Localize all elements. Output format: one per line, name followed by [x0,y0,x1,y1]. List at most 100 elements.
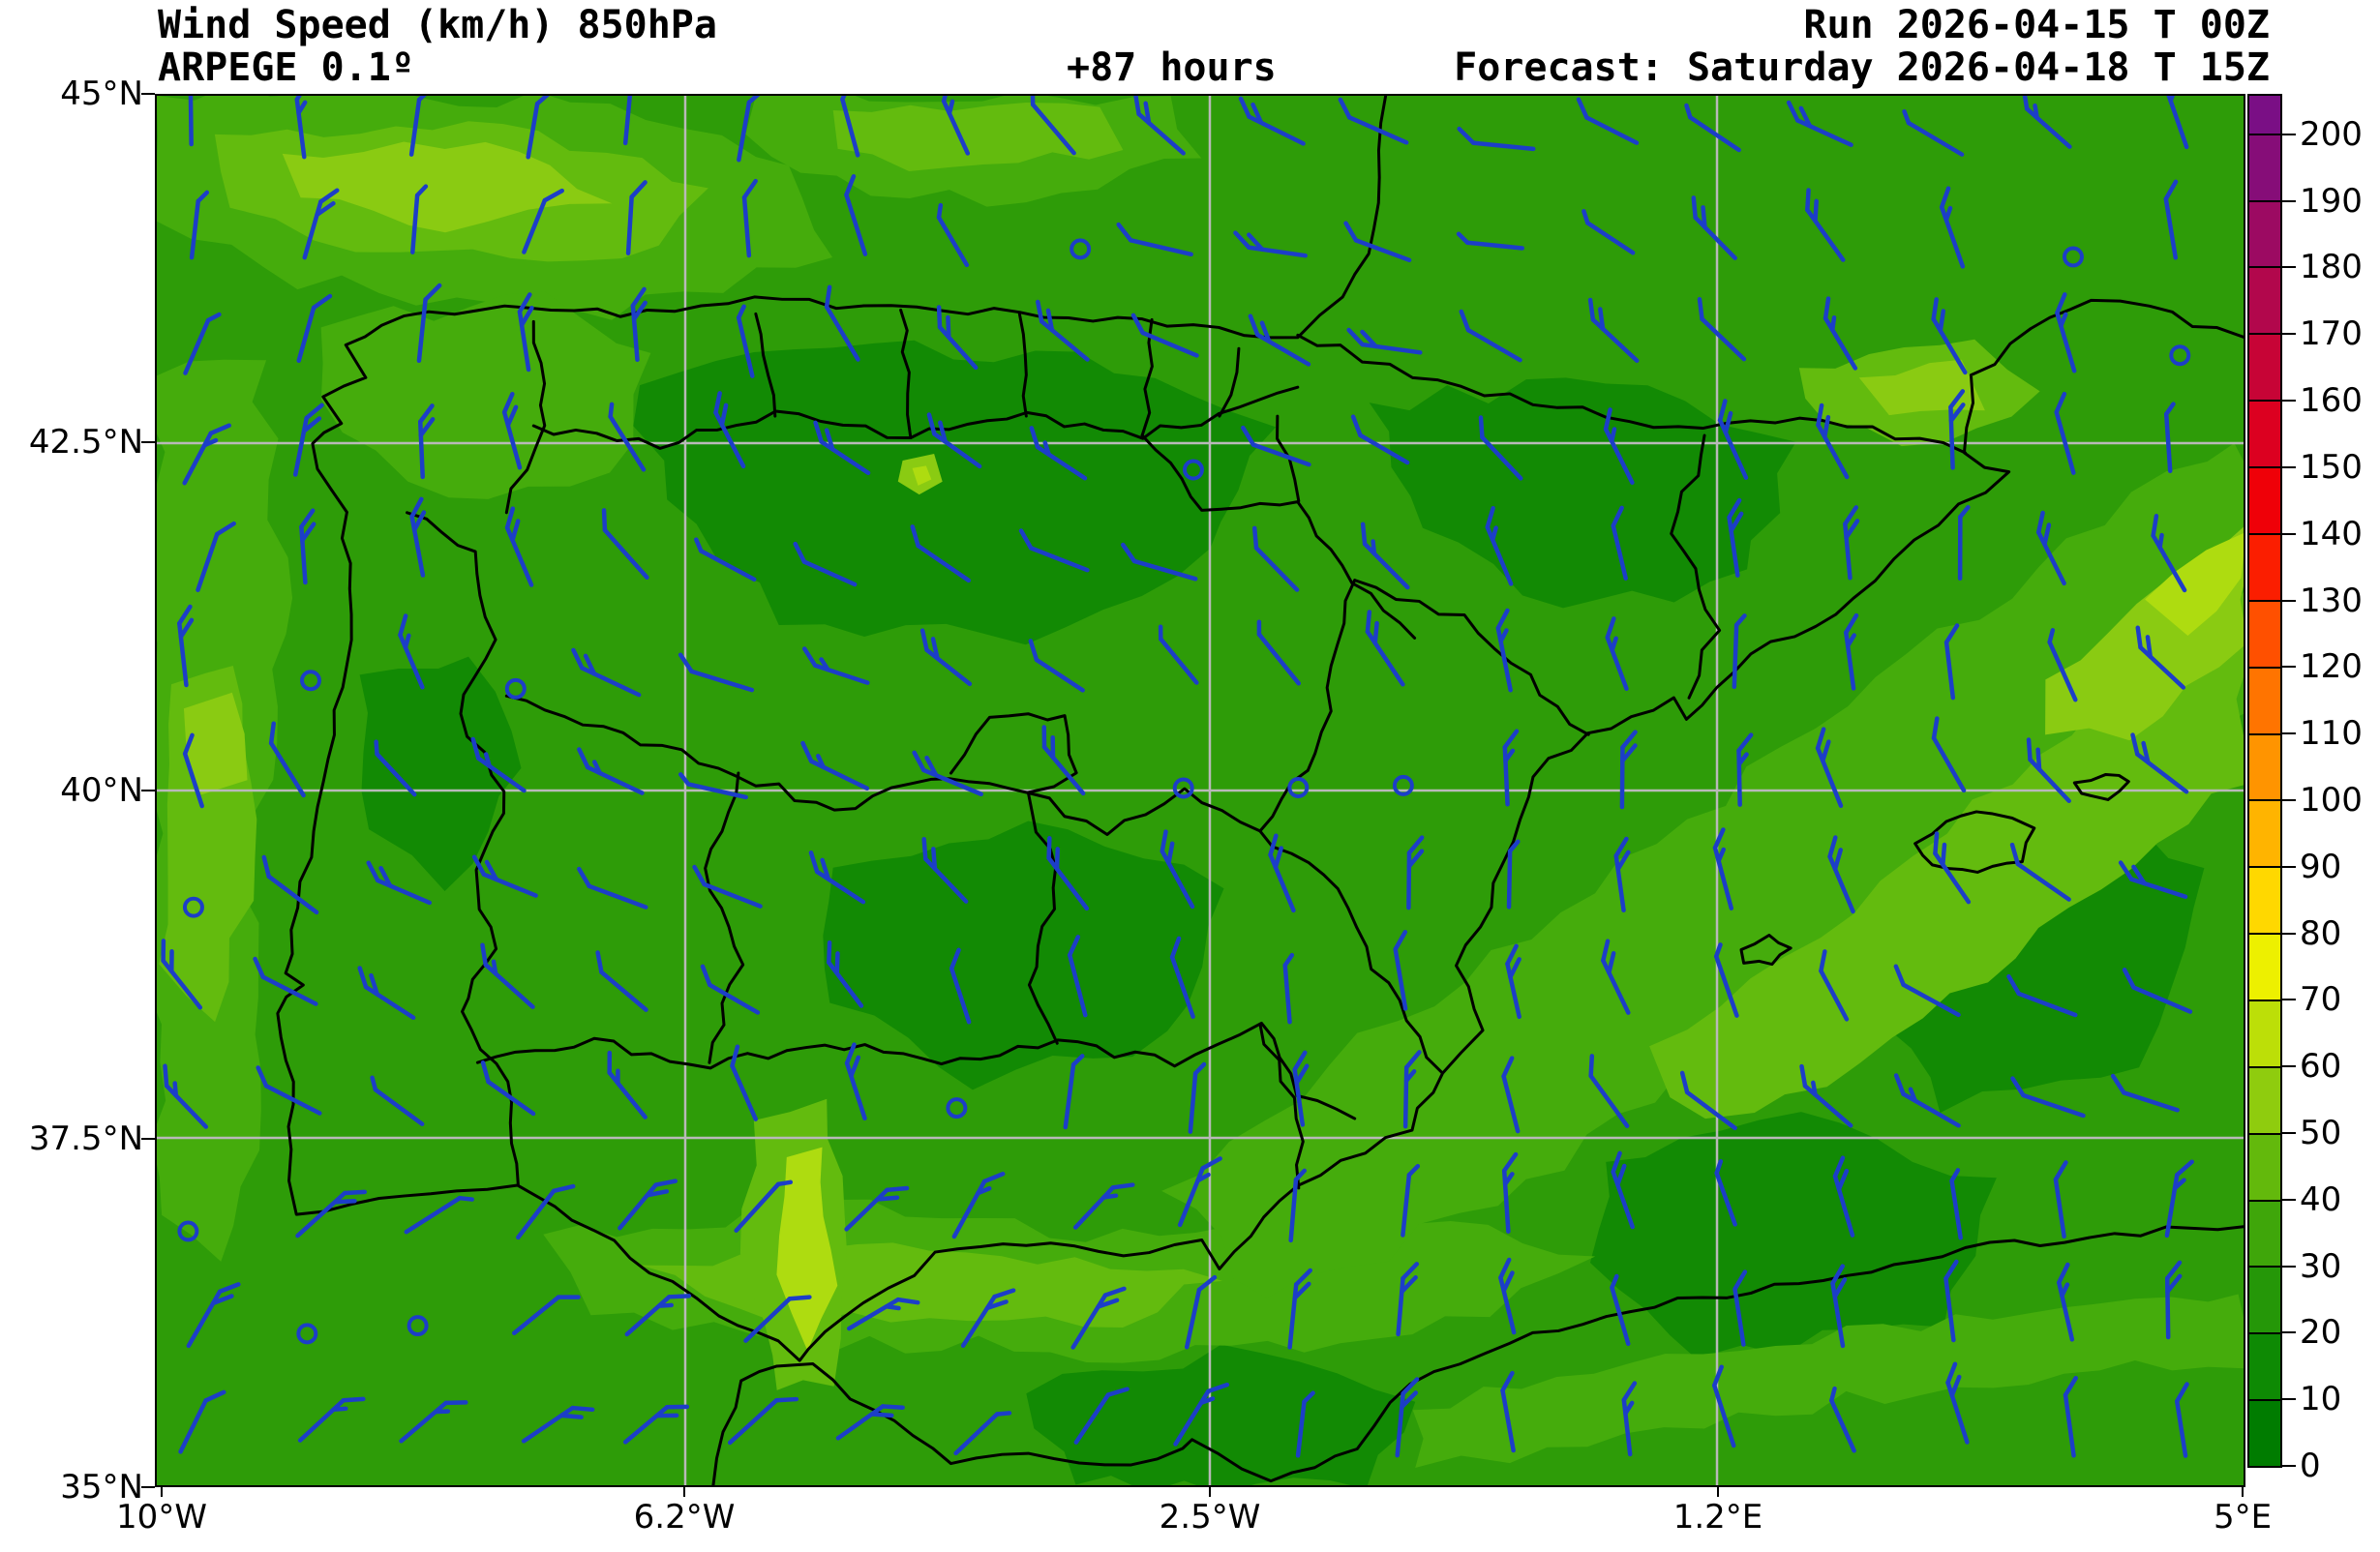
province-border [899,308,913,437]
shade-contour [183,692,248,795]
wind-barb-icon [1610,1273,1631,1347]
shade-contour [832,102,1124,171]
wind-barb-icon [1456,231,1524,251]
wind-barb-icon [1603,407,1635,485]
shade-contour [2145,533,2244,637]
province-border [1026,791,1059,1045]
lon-tick [1209,1487,1211,1497]
calm-wind-icon [177,1220,199,1242]
wind-barb-icon [1248,313,1311,367]
lat-label: 35°N [60,1468,143,1507]
colorbar-segment [2249,666,2280,733]
wind-barb-icon [2163,96,2189,150]
wind-barb-icon [678,772,748,800]
colorbar-tick-label: 110 [2300,714,2363,754]
wind-barb-icon [1506,839,1521,910]
wind-barb-icon [607,1050,648,1119]
wind-barb-icon [409,496,427,578]
calm-wind-icon [1392,774,1414,796]
lat-label: 40°N [60,771,143,810]
wind-barb-icon [941,96,971,156]
province-border [406,511,520,1186]
lon-tick [683,1487,685,1497]
wind-barb-icon [700,964,761,1015]
wind-barb-icon [1819,949,1850,1022]
lat-tick [141,93,155,95]
wind-barb-icon [1893,1073,1961,1128]
wind-barb-icon [1478,415,1523,481]
wind-barb-icon [730,1044,759,1121]
colorbar-tick [2282,666,2296,669]
wind-barb-icon [1160,829,1195,910]
colorbar-tick [2282,133,2296,135]
calm-wind-icon [296,1323,318,1345]
wind-barb-icon [357,966,416,1021]
colorbar-segment [2249,532,2280,600]
colorbar-segment [2249,96,2280,134]
wind-barb-icon [926,412,982,469]
province-border [1670,433,1722,700]
lat-tick [141,790,155,791]
calm-wind-icon [300,670,321,692]
wind-barb-icon [2110,1073,2180,1113]
wind-barb-icon [953,1411,1012,1456]
colorbar-tick-label: 80 [2300,913,2342,953]
colorbar-segment [2249,866,2280,934]
wind-barb-icon [1282,952,1295,1025]
wind-barb-icon [1949,1168,1963,1240]
lat-tick [141,1486,155,1488]
wind-barb-icon [1939,186,1966,269]
wind-barb-icon [1601,939,1631,1015]
wind-barb-icon [297,1396,366,1443]
wind-barb-icon [1816,403,1850,480]
wind-barb-icon [1712,1364,1736,1448]
lon-tick [1717,1487,1719,1497]
wind-barb-icon [2057,1262,2075,1342]
lon-tick [2242,1487,2244,1497]
wind-barb-icon [1018,528,1090,573]
wind-barb-icon [1619,730,1638,810]
colorbar-tick-label: 170 [2300,314,2363,354]
wind-barb-icon [1169,936,1195,1019]
wind-barb-icon [2054,391,2076,475]
wind-barb-icon [2009,842,2071,902]
wind-barb-icon [921,836,969,904]
wind-barb-icon [1350,414,1410,465]
calm-wind-icon [182,896,204,918]
wind-barb-icon [471,854,538,898]
colorbar-tick [2282,1065,2296,1068]
wind-barb-icon [183,312,222,375]
wind-barb-icon [949,947,972,1025]
wind-barb-icon [501,391,523,470]
wind-barb-icon [1485,505,1514,586]
calm-wind-icon [407,1315,429,1337]
wind-barb-icon [960,1288,1016,1348]
wind-barb-icon [1679,1070,1737,1131]
wind-barb-icon [571,647,642,698]
wind-barb-icon [253,956,318,1006]
province-border [949,712,1078,794]
wind-barb-icon [521,1405,595,1444]
wind-barb-icon [2055,292,2077,373]
wind-barb-icon [1233,230,1308,258]
wind-barb-icon [743,1295,812,1343]
wind-barb-icon [835,1404,905,1441]
wind-barb-icon [844,1042,867,1121]
wind-barb-icon [1501,1056,1521,1134]
wind-barb-icon [1046,836,1090,911]
wind-barb-icon [1457,126,1536,152]
wind-barb-icon [2163,402,2176,474]
wind-barb-icon [178,1389,226,1454]
wind-barb-icon [410,184,429,254]
wind-barb-icon [1717,399,1749,480]
province-border [1353,579,1590,736]
wind-barb-icon [1295,1390,1315,1458]
colorbar-tick [2282,932,2296,935]
wind-barb-icon [1827,835,1855,914]
province-border [1258,829,1444,1074]
wind-barb-icon [480,1060,536,1117]
colorbar-tick-label: 120 [2300,647,2363,687]
wind-barb-icon [844,174,868,256]
wind-barb-icon [1287,1268,1312,1350]
colorbar-tick [2282,798,2296,801]
